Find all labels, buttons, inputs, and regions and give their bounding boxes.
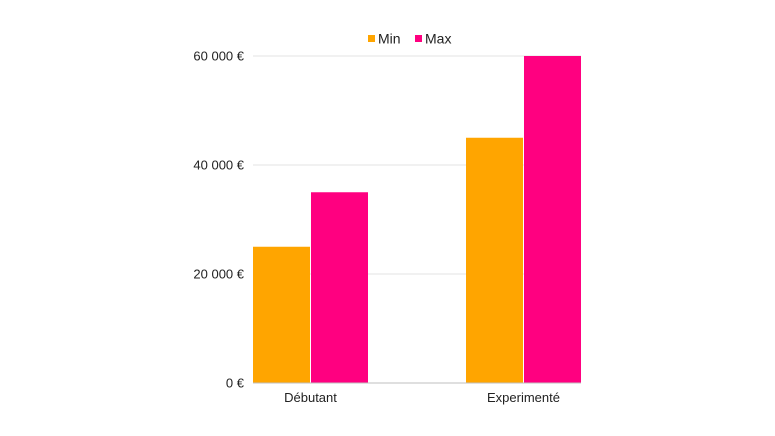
bars	[253, 56, 581, 383]
x-tick-label: Débutant	[284, 390, 337, 405]
legend: Min Max	[368, 31, 451, 47]
y-tick-label: 0 €	[226, 376, 245, 391]
y-tick-label: 20 000 €	[193, 267, 244, 282]
bar-min-1	[466, 137, 523, 383]
legend-label: Max	[425, 31, 451, 47]
legend-swatch	[415, 35, 422, 42]
legend-item-min: Min	[368, 31, 401, 47]
y-tick-label: 60 000 €	[193, 49, 244, 64]
legend-label: Min	[378, 31, 401, 47]
x-axis-ticks: Débutant Experimenté	[284, 390, 560, 405]
bar-max-0	[311, 192, 368, 383]
bar-min-0	[253, 246, 310, 383]
bar-max-1	[524, 56, 581, 383]
y-tick-label: 40 000 €	[193, 158, 244, 173]
y-axis-ticks: 0 € 20 000 € 40 000 € 60 000 €	[193, 49, 244, 391]
legend-item-max: Max	[415, 31, 451, 47]
x-tick-label: Experimenté	[487, 390, 560, 405]
legend-swatch	[368, 35, 375, 42]
